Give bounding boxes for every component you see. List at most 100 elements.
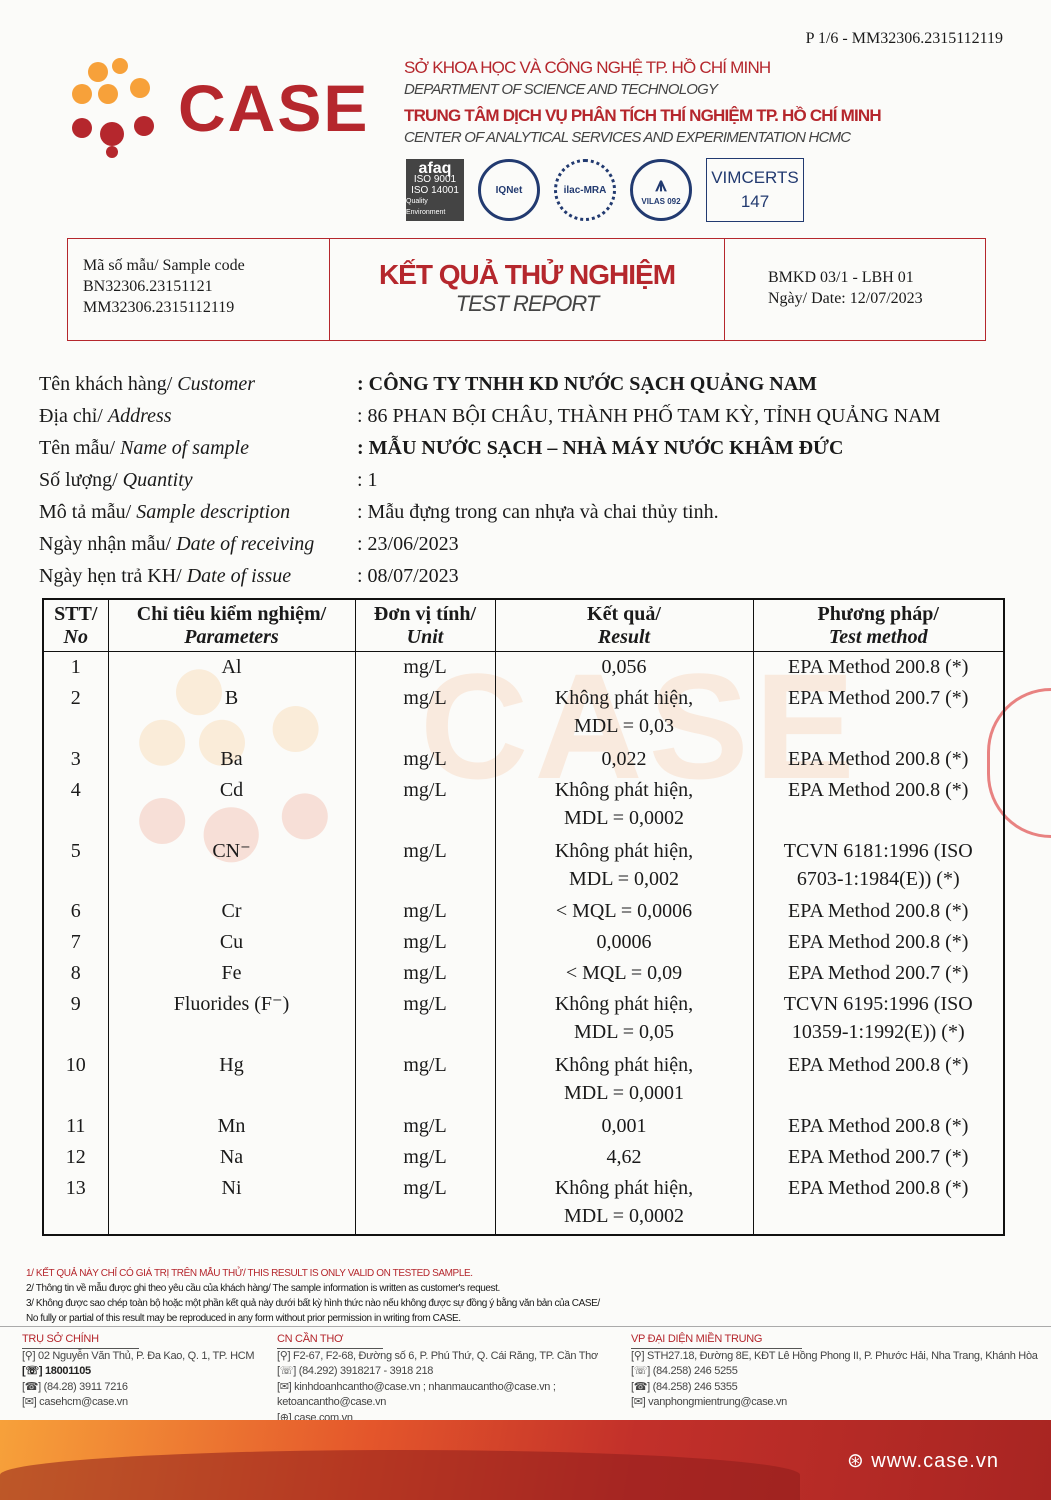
cell-no: 4 bbox=[42, 774, 108, 836]
column-header: STT/No bbox=[42, 599, 108, 652]
info-row: Số lượng/ Quantity : 1 bbox=[39, 464, 940, 496]
report-subtitle: TEST REPORT bbox=[455, 291, 600, 316]
cell-unit: mg/L bbox=[354, 1111, 495, 1142]
certification-logos: afaq ISO 9001 ISO 14001 Quality Environment… bbox=[406, 158, 804, 222]
cell-parameter: Ni bbox=[107, 1172, 355, 1235]
cell-method: EPA Method 200.8 (*) bbox=[752, 774, 1004, 836]
table-row: 5 CN⁻ mg/L Không phát hiện, MDL = 0,002 TCVN … bbox=[42, 835, 1004, 897]
table-row: 1 Al mg/L 0,056 EPA Method 200.8 (*) bbox=[42, 651, 1004, 683]
cell-unit: mg/L bbox=[354, 1172, 495, 1235]
cell-unit: mg/L bbox=[354, 958, 495, 990]
info-value: : 23/06/2023 bbox=[357, 532, 459, 555]
cell-method: EPA Method 200.8 (*) bbox=[752, 743, 1004, 775]
office-line: [☏] 18001105 bbox=[22, 1365, 91, 1377]
page-number: P 1/6 - MM32306.2315112119 bbox=[805, 30, 1003, 47]
table-row: 12 Na mg/L 4,62 EPA Method 200.7 (*) bbox=[42, 1141, 1004, 1173]
website-link[interactable]: ⊛ www.case.vn bbox=[846, 1450, 999, 1472]
cell-method: EPA Method 200.8 (*) bbox=[752, 1111, 1004, 1142]
report-header-box: Mã số mẫu/ Sample code BN32306.23151121 … bbox=[67, 238, 986, 341]
vilas-emblem-icon: ⩚ bbox=[655, 174, 667, 196]
table-row: 6 Cr mg/L < MQL = 0,0006 EPA Method 200.8 (*… bbox=[42, 896, 1004, 928]
footer-band-shape bbox=[0, 1450, 800, 1500]
cell-method: TCVN 6195:1996 (ISO 10359-1:1992(E)) (*) bbox=[752, 989, 1004, 1051]
note: 3/ Không được sao chép toàn bộ hoặc một … bbox=[26, 1298, 600, 1309]
column-header: Đơn vị tính/Unit bbox=[354, 599, 495, 652]
table-row: 4 Cd mg/L Không phát hiện, MDL = 0,0002 EPA M… bbox=[42, 774, 1004, 836]
column-header: Kết quả/Result bbox=[494, 599, 753, 652]
cell-parameter: Mn bbox=[107, 1111, 355, 1142]
sample-info: Tên khách hàng/ Customer: CÔNG TY TNHH K… bbox=[39, 368, 940, 592]
department-vn: SỞ KHOA HỌC VÀ CÔNG NGHỆ TP. HỒ CHÍ MINH bbox=[404, 58, 771, 77]
cell-no: 10 bbox=[42, 1050, 108, 1112]
form-box: BMKD 03/1 - LBH 01 Ngày/ Date: 12/07/202… bbox=[725, 239, 985, 340]
title-box: KẾT QUẢ THỬ NGHIỆM TEST REPORT bbox=[330, 239, 725, 340]
sample-code-box: Mã số mẫu/ Sample code BN32306.23151121 … bbox=[68, 239, 330, 340]
center-en: CENTER OF ANALYTICAL SERVICES AND EXPERI… bbox=[404, 129, 851, 146]
table-row: 11 Mn mg/L 0,001 EPA Method 200.8 (*) bbox=[42, 1111, 1004, 1142]
form-code: BMKD 03/1 - LBH 01 bbox=[768, 269, 914, 286]
office-title: VP ĐẠI DIỆN MIỀN TRUNG bbox=[631, 1332, 803, 1349]
cell-result: 0,001 bbox=[494, 1111, 753, 1142]
cell-unit: mg/L bbox=[354, 682, 495, 744]
office-line: [☎] (84.258) 246 5355 bbox=[631, 1380, 738, 1393]
cell-method: EPA Method 200.7 (*) bbox=[752, 1141, 1004, 1173]
cell-unit: mg/L bbox=[354, 1141, 495, 1173]
cell-parameter: Ba bbox=[107, 743, 355, 775]
info-label: Địa chỉ/ Address bbox=[39, 404, 172, 427]
footer-office: CN CẦN THƠ [⚲] F2-67, F2-68, Đường số 6, … bbox=[277, 1332, 617, 1426]
report-date: Ngày/ Date: 12/07/2023 bbox=[768, 290, 923, 307]
note: No fully or partial of this result may b… bbox=[26, 1313, 461, 1324]
cell-result: Không phát hiện, MDL = 0,03 bbox=[494, 682, 753, 744]
footer-office: VP ĐẠI DIỆN MIỀN TRUNG [⚲] STH27.18, Đườn… bbox=[631, 1332, 1041, 1411]
cell-no: 8 bbox=[42, 958, 108, 990]
cell-no: 6 bbox=[42, 896, 108, 928]
cell-result: 0,0006 bbox=[494, 927, 753, 959]
cell-no: 2 bbox=[42, 682, 108, 744]
cell-no: 11 bbox=[42, 1111, 108, 1142]
cell-method: EPA Method 200.7 (*) bbox=[752, 958, 1004, 990]
cell-result: < MQL = 0,09 bbox=[494, 958, 753, 990]
info-row: Địa chỉ/ Address : 86 PHAN BỘI CHÂU, THÀN… bbox=[39, 400, 940, 432]
cell-no: 5 bbox=[42, 835, 108, 897]
cell-method: EPA Method 200.8 (*) bbox=[752, 1050, 1004, 1112]
office-title: CN CẦN THƠ bbox=[277, 1332, 384, 1349]
sample-code-label: Mã số mẫu/ Sample code bbox=[83, 257, 245, 274]
info-value: : MẪU NƯỚC SẠCH – NHÀ MÁY NƯỚC KHÂM ĐỨC bbox=[357, 436, 844, 459]
report-title: KẾT QUẢ THỬ NGHIỆM bbox=[378, 259, 676, 290]
office-title: TRỤ SỞ CHÍNH bbox=[22, 1332, 139, 1349]
footer-office: TRỤ SỞ CHÍNH [⚲] 02 Nguyễn Văn Thủ, P. Đa… bbox=[22, 1332, 272, 1411]
cell-result: 0,056 bbox=[494, 651, 753, 683]
info-label: Số lượng/ Quantity bbox=[39, 468, 193, 491]
info-value: : 86 PHAN BỘI CHÂU, THÀNH PHỐ TAM KỲ, TỈ… bbox=[357, 404, 941, 427]
table-row: 13 Ni mg/L Không phát hiện, MDL = 0,0002 EPA … bbox=[42, 1172, 1004, 1235]
globe-icon: ⊛ bbox=[846, 1450, 872, 1472]
info-value: : 1 bbox=[357, 468, 378, 491]
cell-no: 7 bbox=[42, 927, 108, 959]
cell-result: Không phát hiện, MDL = 0,002 bbox=[494, 835, 753, 897]
case-logo-text: CASE bbox=[178, 71, 370, 145]
cell-unit: mg/L bbox=[354, 774, 495, 836]
office-line: [✉] casehcm@case.vn bbox=[22, 1396, 128, 1408]
office-line: [✉] kinhdoanhcantho@case.vn ; nhanmaucan… bbox=[277, 1380, 556, 1393]
cell-no: 1 bbox=[42, 651, 108, 683]
cell-method: EPA Method 200.8 (*) bbox=[752, 1172, 1004, 1235]
notes: 1/ KẾT QUẢ NÀY CHỈ CÓ GIÁ TRỊ TRÊN MẪU T… bbox=[26, 1266, 600, 1326]
info-value: : CÔNG TY TNHH KD NƯỚC SẠCH QUẢNG NAM bbox=[357, 372, 818, 395]
department-en: DEPARTMENT OF SCIENCE AND TECHNOLOGY bbox=[404, 81, 718, 98]
cell-method: EPA Method 200.8 (*) bbox=[752, 896, 1004, 928]
cell-unit: mg/L bbox=[354, 896, 495, 928]
office-line: [☏] (84.292) 3918217 - 3918 218 bbox=[277, 1365, 434, 1377]
ilac-mra-logo: ilac-MRA bbox=[554, 159, 616, 221]
office-line: [⚲] STH27.18, Đường 8E, KĐT Lê Hồng Phon… bbox=[631, 1349, 1038, 1362]
cell-result: Không phát hiện, MDL = 0,0002 bbox=[494, 774, 753, 836]
cell-parameter: Cu bbox=[107, 927, 355, 959]
info-row: Tên khách hàng/ Customer: CÔNG TY TNHH K… bbox=[39, 368, 940, 400]
cell-no: 3 bbox=[42, 743, 108, 775]
cell-method: EPA Method 200.7 (*) bbox=[752, 682, 1004, 744]
table-row: 9 Fluorides (F⁻) mg/L Không phát hiện, MDL =… bbox=[42, 989, 1004, 1051]
office-line: [☎] (84.28) 3911 7216 bbox=[22, 1380, 128, 1393]
vilas-logo: ⩚ VILAS 092 bbox=[630, 159, 692, 221]
cell-unit: mg/L bbox=[354, 651, 495, 683]
center-vn: TRUNG TÂM DỊCH VỤ PHÂN TÍCH THÍ NGHIỆM T… bbox=[404, 106, 882, 125]
note: 2/ Thông tin về mẫu được ghi theo yêu cầ… bbox=[26, 1283, 500, 1294]
